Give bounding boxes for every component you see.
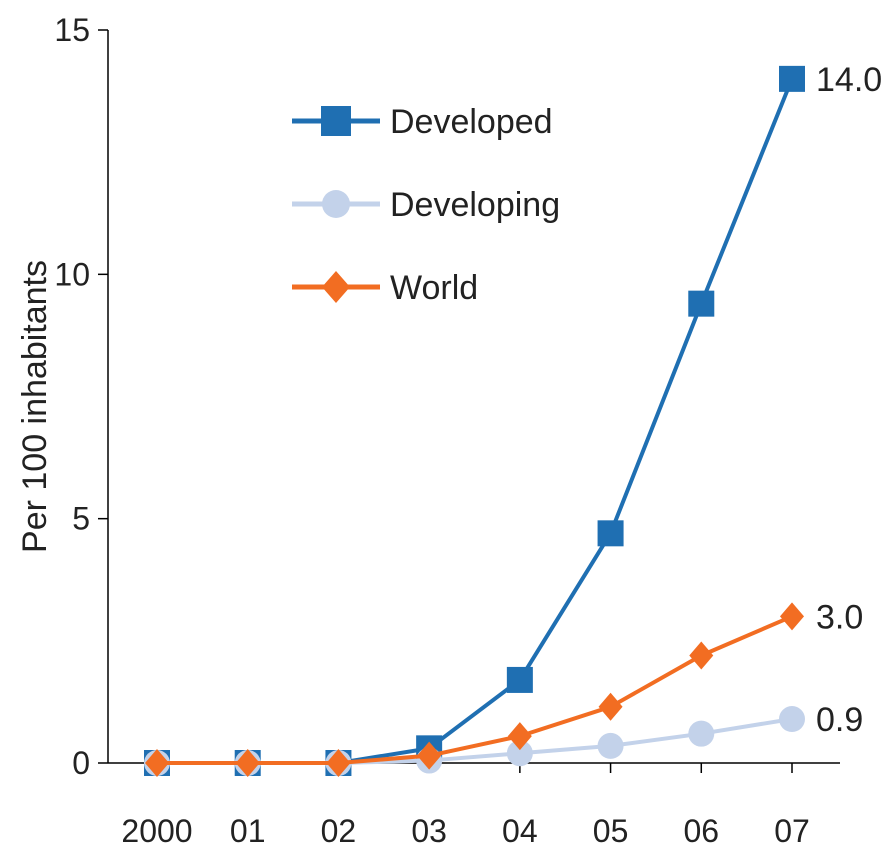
end-label-world: 3.0 (816, 598, 863, 636)
series-layer (144, 65, 805, 777)
y-tick-label: 0 (72, 745, 90, 781)
legend: Developed Developing World (292, 103, 560, 307)
legend-marker (322, 271, 350, 303)
x-tick-label: 05 (593, 813, 629, 849)
data-point-world (235, 749, 260, 777)
series-world (145, 602, 804, 777)
data-point-world (780, 602, 804, 631)
x-tick-label: 06 (683, 813, 719, 849)
data-point-world (326, 749, 351, 777)
series-developed (144, 65, 805, 776)
y-axis-title: Per 100 inhabitants (16, 260, 54, 553)
x-tick-label: 04 (502, 813, 538, 849)
data-point-world (689, 641, 714, 670)
x-tick-label: 03 (411, 813, 447, 849)
data-point-developing (688, 720, 715, 747)
end-labels: 14.0 0.9 3.0 (816, 61, 882, 739)
legend-label: World (390, 269, 478, 307)
data-point-world (507, 722, 532, 751)
legend-item-developing: Developing (292, 186, 560, 224)
y-tick-label: 15 (54, 12, 90, 48)
legend-label: Developed (390, 103, 553, 141)
data-point-developing (779, 706, 805, 733)
x-tick-label: 2000 (121, 813, 192, 849)
x-tick-label: 07 (774, 813, 810, 849)
end-label-developing: 0.9 (816, 701, 863, 739)
legend-marker (322, 190, 350, 218)
data-point-developed (597, 520, 624, 547)
data-point-world (417, 741, 442, 770)
data-point-developed (688, 290, 715, 317)
data-point-developing (506, 740, 533, 767)
series-line-world (157, 614, 793, 765)
y-tick-label: 10 (54, 256, 90, 292)
x-tick-label: 02 (321, 813, 357, 849)
data-point-world (145, 749, 169, 777)
end-label-developed: 14.0 (816, 61, 882, 99)
legend-item-world: World (292, 269, 478, 307)
legend-label: Developing (390, 186, 560, 224)
data-point-developed (506, 666, 533, 693)
data-point-developed (779, 65, 805, 92)
y-tick-label: 5 (72, 501, 90, 537)
data-point-developing (597, 732, 624, 759)
x-tick-label: 01 (230, 813, 266, 849)
legend-marker (321, 106, 351, 136)
legend-item-developed: Developed (292, 103, 553, 141)
data-point-world (598, 692, 623, 721)
